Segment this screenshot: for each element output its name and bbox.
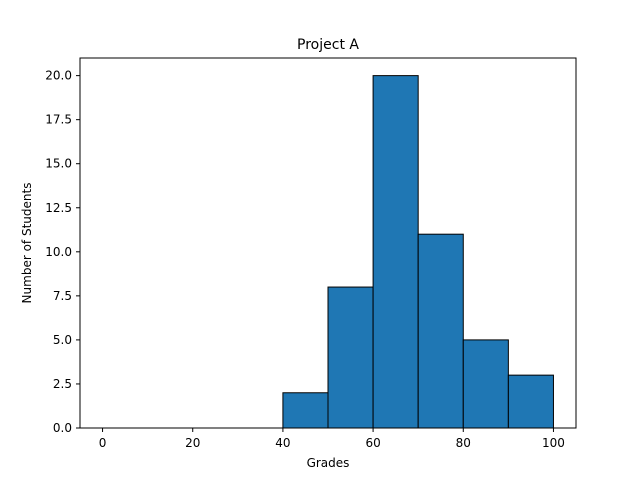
x-tick-label: 60	[365, 436, 380, 450]
x-axis: 0 20 40 60 80 100	[99, 428, 565, 450]
histogram-bar	[372, 75, 419, 429]
y-axis: 0.0 2.5 5.0 7.5 10.0 12.5 15.0 17.5 20.0	[45, 69, 80, 435]
x-tick-label: 40	[275, 436, 290, 450]
y-tick-label: 12.5	[45, 201, 72, 215]
x-tick-label: 100	[542, 436, 565, 450]
plot-frame	[79, 57, 577, 429]
y-tick-label: 17.5	[45, 113, 72, 127]
y-tick-label: 7.5	[53, 289, 72, 303]
histogram-bar	[507, 374, 554, 429]
x-axis-label: Grades	[307, 456, 350, 470]
y-tick-label: 10.0	[45, 245, 72, 259]
histogram-bar	[462, 339, 509, 429]
x-tick-label: 20	[185, 436, 200, 450]
y-tick-label: 0.0	[53, 421, 72, 435]
y-tick-label: 2.5	[53, 377, 72, 391]
y-axis-label: Number of Students	[20, 183, 34, 304]
y-tick-label: 5.0	[53, 333, 72, 347]
histogram-bar	[417, 233, 464, 429]
histogram-bar	[327, 286, 374, 429]
histogram-bar	[282, 392, 329, 429]
y-tick-label: 15.0	[45, 157, 72, 171]
chart-title: Project A	[297, 37, 359, 53]
x-tick-label: 0	[99, 436, 107, 450]
x-tick-label: 80	[456, 436, 471, 450]
y-tick-label: 20.0	[45, 69, 72, 83]
bars-group	[282, 75, 554, 429]
